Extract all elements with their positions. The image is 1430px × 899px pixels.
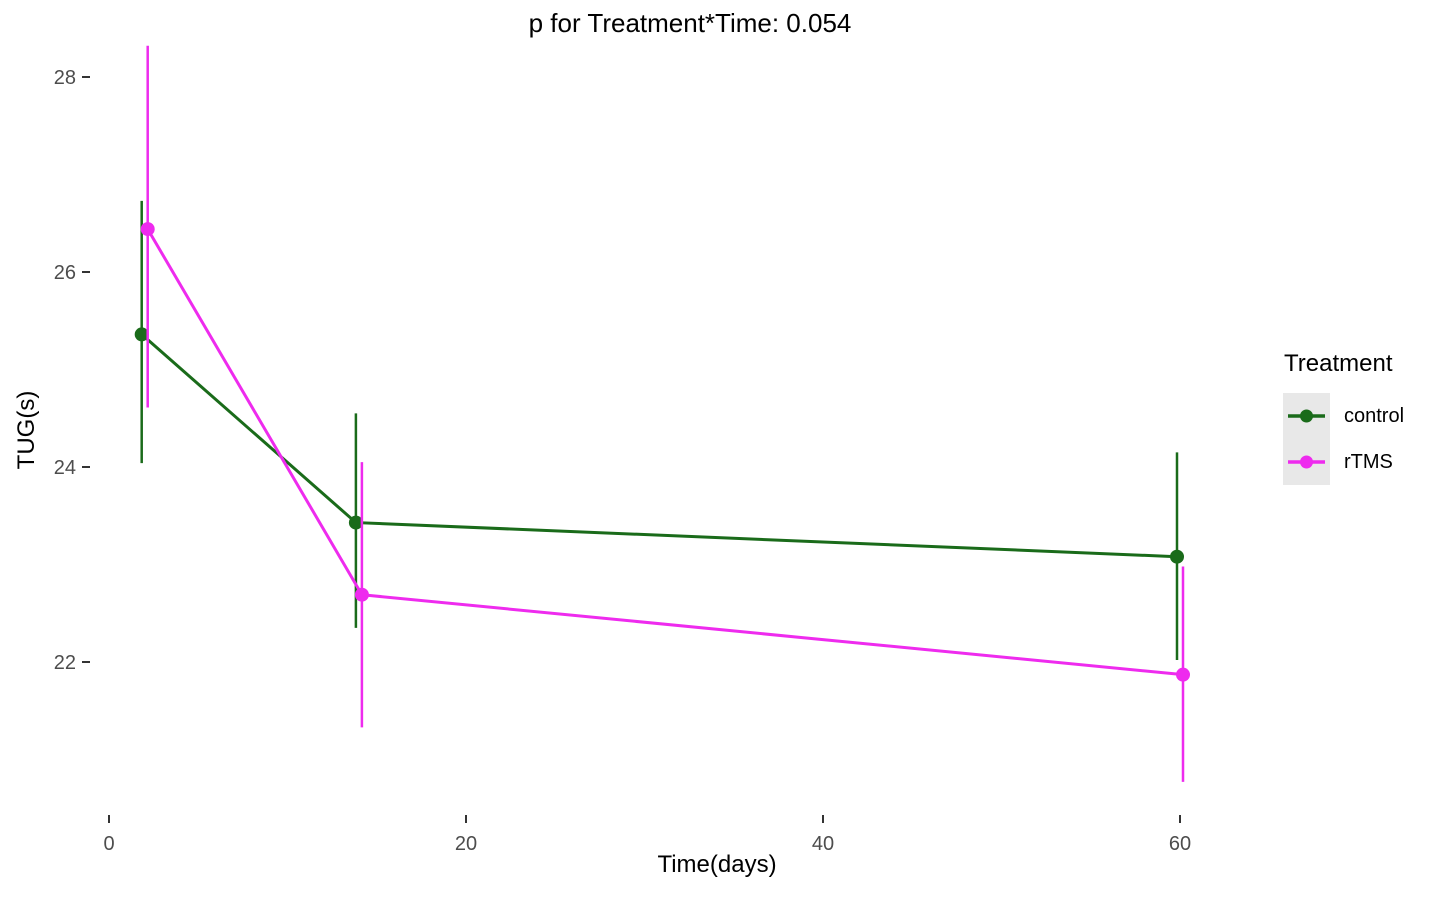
- series-control-point: [1170, 549, 1184, 564]
- legend-label-rtms: rTMS: [1344, 450, 1393, 473]
- series-control-line: [140, 333, 1178, 559]
- series-rTMS-point: [140, 222, 155, 237]
- legend-entry-rtms: rTMS: [1283, 439, 1404, 485]
- series-rTMS-line: [146, 228, 1184, 677]
- chart-title: p for Treatment*Time: 0.054: [528, 8, 852, 38]
- legend-title: Treatment: [1284, 350, 1393, 377]
- x-tick-label: 20: [455, 833, 477, 855]
- x-tick-label: 40: [812, 833, 834, 855]
- x-axis-label: Time(days): [657, 851, 777, 878]
- x-tick-label: 0: [103, 833, 114, 855]
- legend-label-control: control: [1344, 404, 1405, 427]
- series-control-point: [134, 327, 149, 342]
- y-tick-label: 26: [54, 262, 76, 284]
- y-tick-label: 22: [54, 652, 76, 674]
- series-rTMS-point: [354, 587, 369, 602]
- series-rTMS-point: [1176, 667, 1190, 682]
- legend-entry-control: control: [1283, 393, 1404, 439]
- x-tick-label: 60: [1169, 833, 1191, 855]
- legend-key-control-icon: [1283, 393, 1330, 439]
- legend: Treatment control rTMS: [1283, 350, 1404, 485]
- y-tick-label: 24: [54, 457, 76, 479]
- series-control-point: [348, 515, 363, 530]
- y-tick-label: 28: [54, 67, 76, 89]
- legend-key-rtms-icon: [1283, 439, 1330, 485]
